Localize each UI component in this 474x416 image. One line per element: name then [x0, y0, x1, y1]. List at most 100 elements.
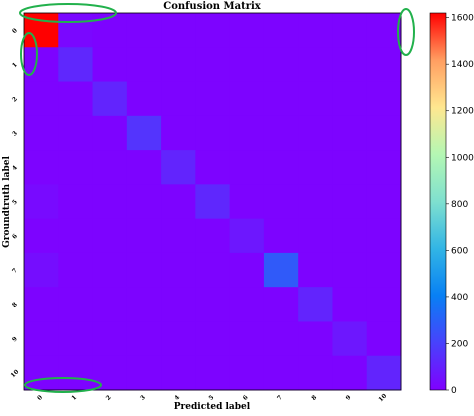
heatmap-cell — [195, 13, 231, 48]
heatmap-cell — [58, 355, 94, 391]
heatmap-cell — [366, 47, 402, 83]
heatmap-cell — [298, 252, 333, 288]
heatmap-cell — [92, 150, 128, 185]
heatmap-cell — [263, 47, 299, 83]
heatmap-cell — [366, 81, 402, 117]
colorbar-tick-label: 800 — [451, 200, 468, 210]
heatmap-cell — [58, 150, 94, 185]
heatmap-cell — [161, 13, 196, 48]
heatmap-cell — [161, 115, 196, 151]
heatmap-cell — [126, 150, 162, 185]
annotation-ellipse-left — [20, 32, 38, 76]
heatmap-cell — [229, 150, 265, 185]
x-tick-label: 4 — [173, 394, 181, 402]
heatmap-cell — [92, 81, 128, 117]
heatmap-cell — [92, 252, 128, 288]
heatmap-cell — [92, 218, 128, 254]
heatmap-cell — [24, 287, 59, 322]
heatmap-cell — [161, 218, 196, 254]
heatmap-cell — [161, 355, 196, 391]
heatmap-cell — [263, 355, 299, 391]
heatmap-cell — [195, 218, 231, 254]
y-tick-label: 8 — [11, 301, 19, 309]
heatmap-cell — [195, 115, 231, 151]
y-tick-label: 3 — [11, 130, 19, 138]
heatmap-cell — [58, 321, 94, 357]
heatmap-cell — [366, 287, 402, 322]
heatmap-cell — [195, 150, 231, 185]
y-tick-label: 5 — [11, 198, 19, 206]
heatmap-cell — [229, 287, 265, 322]
heatmap-cell — [263, 13, 299, 48]
x-tick-label: 3 — [139, 394, 147, 402]
heatmap-cell — [366, 252, 402, 288]
x-tick-label: 6 — [242, 394, 250, 402]
y-tick-label: 1 — [11, 61, 19, 69]
heatmap-cell — [195, 184, 231, 220]
x-tick-label: 8 — [310, 394, 318, 402]
heatmap-cell — [58, 13, 94, 48]
heatmap-cell — [263, 321, 299, 357]
colorbar-tick-label: 400 — [451, 293, 468, 303]
x-tick-label: 7 — [276, 394, 284, 402]
annotation-ellipse-bottom — [24, 377, 102, 393]
heatmap-cell — [298, 321, 333, 357]
heatmap-cell — [298, 355, 333, 391]
heatmap-cell — [366, 321, 402, 357]
heatmap-cell — [263, 218, 299, 254]
colorbar-tick-label: 1200 — [451, 107, 474, 117]
heatmap-cell — [298, 150, 333, 185]
heatmap-cell — [24, 355, 59, 391]
hand-drawn-annotations — [19, 3, 415, 393]
x-tick-label: 10 — [377, 393, 388, 404]
heatmap-cell — [126, 184, 162, 220]
annotation-ellipse-top — [19, 3, 117, 23]
heatmap-cell — [366, 150, 402, 185]
heatmap-cell — [161, 184, 196, 220]
heatmap-cell — [58, 47, 94, 83]
y-tick-label: 2 — [11, 96, 19, 104]
y-tick-label: 4 — [11, 164, 19, 172]
heatmap-cell — [229, 321, 265, 357]
heatmap-cell — [24, 115, 59, 151]
annotation-ellipse-right — [397, 8, 415, 56]
heatmap-cell — [92, 355, 128, 391]
y-tick-label: 0 — [11, 27, 19, 35]
heatmap-cell — [298, 13, 333, 48]
heatmap-cell — [24, 81, 59, 117]
x-tick-label: 0 — [36, 394, 44, 402]
heatmap-cell — [332, 184, 368, 220]
heatmap-cell — [332, 218, 368, 254]
heatmap-cell — [229, 252, 265, 288]
heatmap-cell — [229, 47, 265, 83]
x-tick-label: 2 — [105, 394, 113, 402]
heatmap-cell — [263, 184, 299, 220]
x-tick-label: 9 — [345, 394, 353, 402]
heatmap-cell — [332, 81, 368, 117]
heatmap-cell — [92, 47, 128, 83]
heatmap-cell — [195, 47, 231, 83]
colorbar-tick-label: 200 — [451, 339, 468, 349]
heatmap-cell — [161, 47, 196, 83]
heatmap-cell — [92, 287, 128, 322]
heatmap-cell — [332, 321, 368, 357]
heatmap-cell — [263, 115, 299, 151]
heatmap-cell — [229, 355, 265, 391]
heatmap-cell — [332, 287, 368, 322]
y-tick-labels: 0 1 2 3 4 5 6 7 8 9 10 — [10, 27, 21, 379]
heatmap-cell — [366, 115, 402, 151]
colorbar-tick-label: 1000 — [451, 153, 474, 163]
colorbar-tick-label: 1600 — [451, 14, 474, 24]
heatmap-cell — [195, 252, 231, 288]
plot-frame — [23, 12, 402, 391]
heatmap-cell — [229, 184, 265, 220]
heatmap-cell — [58, 81, 94, 117]
heatmap-cell — [126, 218, 162, 254]
heatmap-cell — [92, 321, 128, 357]
colorbar-tick-label: 1400 — [451, 60, 474, 70]
heatmap-cell — [92, 115, 128, 151]
heatmap-cell — [126, 321, 162, 357]
heatmap-cell — [263, 287, 299, 322]
heatmap-cell — [24, 252, 59, 288]
heatmap-cells — [24, 13, 402, 391]
